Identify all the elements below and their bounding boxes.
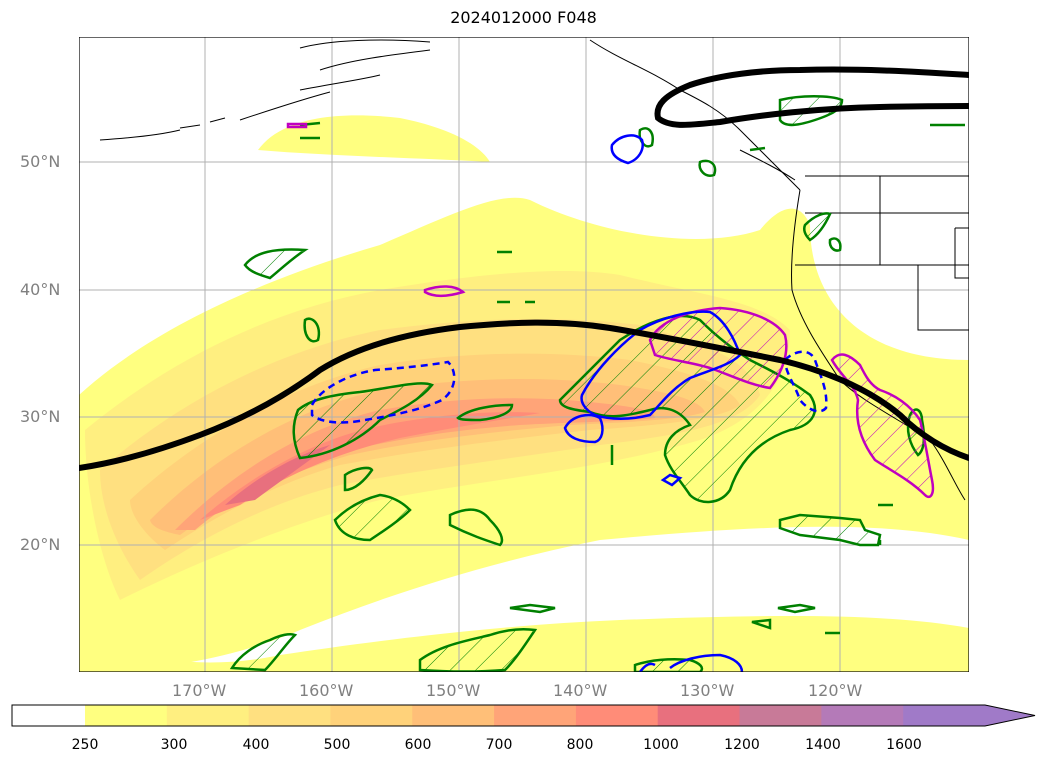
colorbar-tick-1600: 1600: [886, 737, 922, 753]
blue-dashed-east: [783, 350, 828, 413]
colorbar-tick-600: 600: [404, 737, 432, 753]
colorbar-segment: [494, 705, 577, 726]
vancouver-island: [739, 149, 796, 181]
colorbar-tick-700: 700: [485, 737, 513, 753]
ivt-band-north: [258, 115, 490, 162]
colorbar-segment: [12, 705, 86, 726]
colorbar-tick-800: 800: [566, 737, 594, 753]
state-borders: [795, 176, 969, 331]
lon-label-140w: 140°W: [553, 681, 608, 700]
lat-label-20n: 20°N: [20, 535, 61, 554]
colorbar-tick-1200: 1200: [724, 737, 760, 753]
map-title: 2024012000 F048: [450, 8, 597, 27]
alaska-coast: [99, 39, 431, 141]
magenta-contours: [286, 122, 466, 297]
blue-dashed-west: [310, 360, 456, 424]
lon-label-170w: 170°W: [172, 681, 227, 700]
colorbar-segment: [166, 705, 250, 726]
lat-label-40n: 40°N: [20, 280, 61, 299]
black-contour: [79, 66, 969, 471]
alaska-panhandle: [589, 39, 801, 191]
colorbar-segment: [739, 705, 822, 726]
coastlines: [99, 39, 969, 501]
colorbar-segment: [330, 705, 413, 726]
colorbar-segment: [575, 705, 659, 726]
ivt-band-coast: [955, 508, 969, 535]
colorbar-tick-1000: 1000: [643, 737, 679, 753]
lon-label-130w: 130°W: [680, 681, 735, 700]
lat-label-50n: 50°N: [20, 152, 61, 171]
lon-label-160w: 160°W: [299, 681, 354, 700]
colorbar-segment: [657, 705, 741, 726]
blue-contours: [310, 134, 828, 672]
colorbar-tick-300: 300: [160, 737, 188, 753]
ivt-band-1000: [225, 445, 330, 505]
colorbar-tick-1400: 1400: [805, 737, 841, 753]
colorbar: [11, 704, 1036, 727]
map-area: [79, 37, 969, 672]
colorbar-extend-arrow: [985, 705, 1035, 726]
colorbar-segment: [412, 705, 495, 726]
colorbar-segment: [903, 705, 986, 726]
colorbar-outline: [11, 704, 1036, 727]
lat-label-30n: 30°N: [20, 407, 61, 426]
colorbar-segment: [821, 705, 904, 726]
lon-label-150w: 150°W: [426, 681, 481, 700]
colorbar-tick-500: 500: [323, 737, 351, 753]
graticule: [79, 37, 969, 672]
ivt-band-800: [200, 412, 540, 520]
colorbar-tick-250: 250: [71, 737, 99, 753]
colorbar-segment: [248, 705, 331, 726]
lon-label-120w: 120°W: [808, 681, 863, 700]
colorbar-segment: [85, 705, 168, 726]
colorbar-tick-400: 400: [242, 737, 270, 753]
